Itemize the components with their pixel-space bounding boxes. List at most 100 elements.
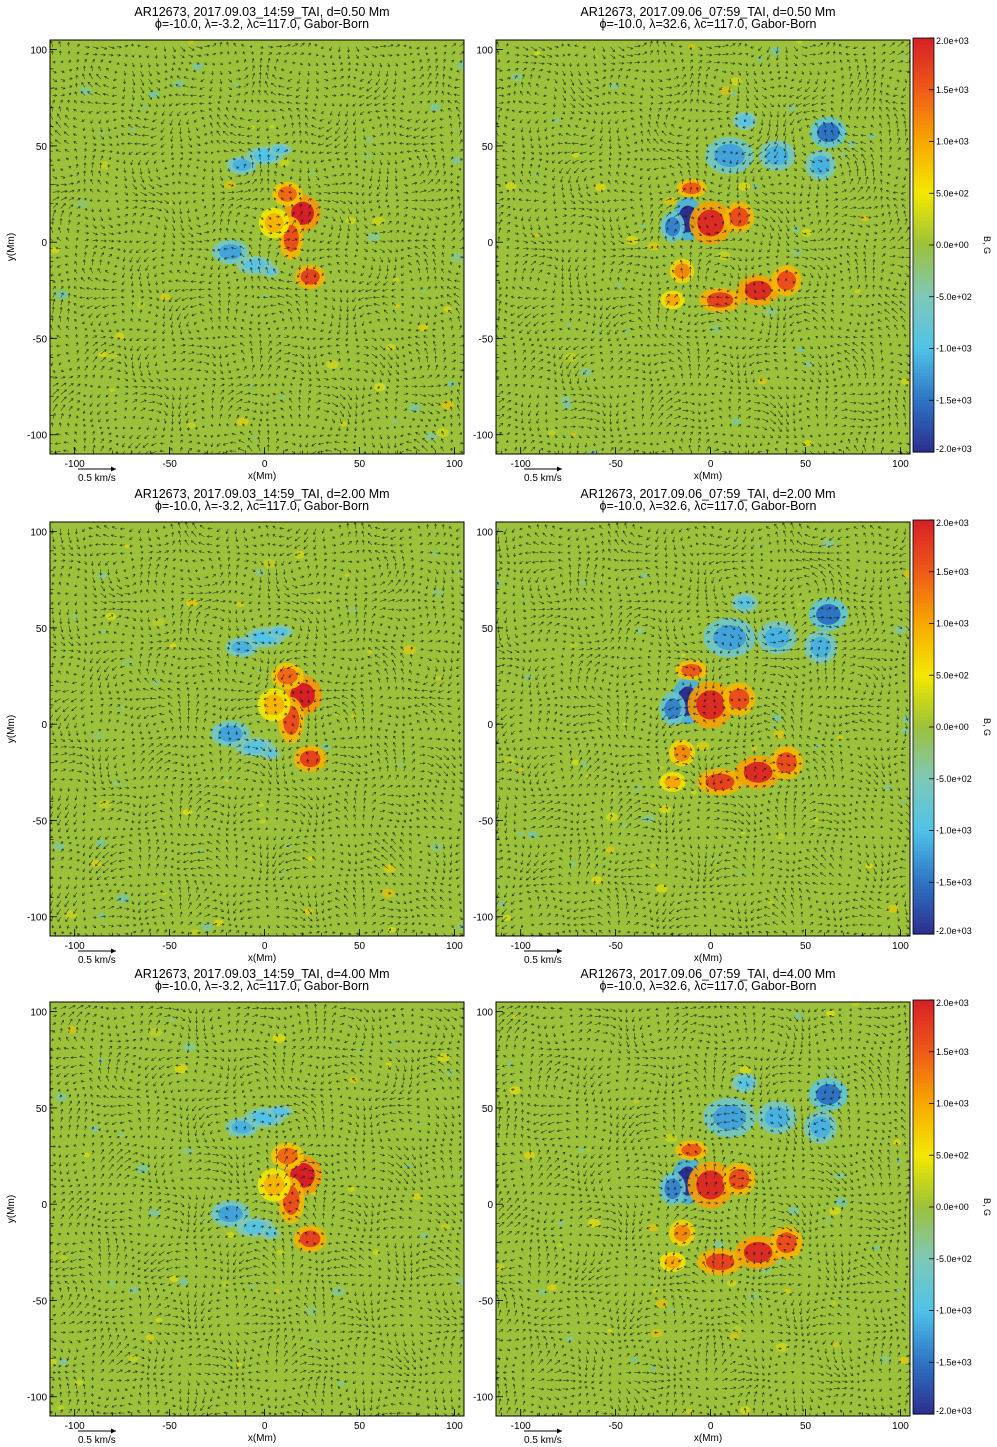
quiet-patch xyxy=(740,831,746,835)
colorbar-cell xyxy=(913,1362,934,1367)
quiet-patch xyxy=(518,767,524,772)
y-tick-label: -50 xyxy=(479,334,494,345)
quiet-patch xyxy=(76,200,89,209)
field-core xyxy=(696,690,725,720)
colorbar-tick-label: 1.0e+03 xyxy=(936,137,969,147)
colorbar-cell xyxy=(913,806,934,811)
colorbar-cell xyxy=(913,620,934,625)
field-core xyxy=(263,694,285,716)
scale-arrow-head xyxy=(557,466,562,472)
quiet-patch xyxy=(249,1284,256,1289)
colorbar-cell xyxy=(913,764,934,769)
colorbar-cell xyxy=(913,1327,934,1332)
colorbar-cell xyxy=(913,692,934,697)
colorbar-cell xyxy=(913,365,934,370)
colorbar-cell xyxy=(913,606,934,611)
colorbar-cell xyxy=(913,182,934,187)
x-tick-label: -50 xyxy=(608,1421,623,1432)
colorbar-cell xyxy=(913,158,934,163)
colorbar-cell xyxy=(913,434,934,439)
quiet-patch xyxy=(316,598,322,603)
quiet-patch xyxy=(387,926,396,933)
scale-arrow-head xyxy=(111,1428,116,1434)
field-core xyxy=(264,748,277,758)
quiet-patch xyxy=(62,652,68,656)
colorbar-cell xyxy=(913,796,934,801)
colorbar-cell xyxy=(913,293,934,298)
field-core xyxy=(272,145,288,154)
quiet-patch xyxy=(523,1151,536,1160)
quiet-patch xyxy=(729,77,742,86)
quiet-patch xyxy=(527,830,539,839)
colorbar-cell xyxy=(913,1331,934,1336)
quiet-patch xyxy=(130,127,136,132)
colorbar-cell xyxy=(913,1134,934,1139)
panel-title: AR12673, 2017.09.03_14:59_TAI, d=0.50 Mm xyxy=(134,5,389,19)
colorbar-cell xyxy=(913,1113,934,1118)
colorbar-cell xyxy=(913,151,934,156)
x-tick-label: 100 xyxy=(892,459,909,470)
y-tick-label: 100 xyxy=(30,46,47,57)
quiet-patch xyxy=(420,1232,430,1240)
colorbar-cell xyxy=(913,179,934,184)
y-tick-label: 0 xyxy=(487,238,493,249)
colorbar-cell xyxy=(913,878,934,883)
quiet-patch xyxy=(796,40,803,44)
panel-subtitle: ϕ=-10.0, λ=32.6, λc=117.0, Gabor-Born xyxy=(600,17,817,31)
quiet-patch xyxy=(187,810,193,814)
quiet-patch xyxy=(337,1380,345,1386)
quiet-patch xyxy=(900,800,905,804)
field-core xyxy=(811,155,831,175)
quiet-patch xyxy=(879,1355,891,1364)
colorbar-tick-label: 0.0e+00 xyxy=(936,1202,969,1212)
colorbar-cell xyxy=(913,48,934,53)
x-tick-label: -50 xyxy=(608,459,623,470)
colorbar-cell xyxy=(913,820,934,825)
field-core xyxy=(713,625,746,651)
colorbar-cell xyxy=(913,38,934,43)
colorbar-cell xyxy=(913,389,934,394)
panel-6: -100 -50 0 50 100 -100 -50 0 50 100 x(Mm) 0.5 km/s A… xyxy=(473,967,911,1446)
scale-arrow-label: 0.5 km/s xyxy=(78,473,116,484)
colorbar-cell xyxy=(913,1213,934,1218)
quiet-patch xyxy=(393,277,400,282)
quiet-patch xyxy=(791,248,803,257)
quiet-patch xyxy=(622,722,627,726)
colorbar-cell xyxy=(913,176,934,181)
colorbar-cell xyxy=(913,1224,934,1229)
quiet-patch xyxy=(605,846,615,853)
panel-subtitle: ϕ=-10.0, λ=-3.2, λc=117.0, Gabor-Born xyxy=(155,17,369,31)
colorbar-cell xyxy=(913,633,934,638)
colorbar-cell xyxy=(913,630,934,635)
colorbar-cell xyxy=(913,526,934,531)
colorbar-cell xyxy=(913,751,934,756)
colorbar-tick-label: -1.5e+03 xyxy=(936,395,972,405)
colorbar-cell xyxy=(913,117,934,122)
colorbar-cell xyxy=(913,1072,934,1077)
colorbar-cell xyxy=(913,1251,934,1256)
quiet-patch xyxy=(366,232,381,242)
colorbar-cell xyxy=(913,644,934,649)
y-tick-label: -100 xyxy=(473,1393,493,1404)
quiet-patch xyxy=(455,1277,464,1287)
colorbar-cell xyxy=(913,613,934,618)
colorbar-cell xyxy=(913,431,934,436)
colorbar-cell xyxy=(913,248,934,253)
colorbar-cell xyxy=(913,520,934,525)
quiet-patch xyxy=(391,1042,396,1046)
colorbar-cell xyxy=(913,689,934,694)
quiet-patch xyxy=(833,1342,841,1348)
quiet-patch xyxy=(457,61,464,70)
colorbar-cell xyxy=(913,320,934,325)
colorbar-cell xyxy=(913,754,934,759)
colorbar-cell xyxy=(913,241,934,246)
colorbar-tick-label: 5.0e+02 xyxy=(936,188,969,198)
colorbar-cell xyxy=(913,51,934,56)
colorbar-cell xyxy=(913,1276,934,1281)
quiet-patch xyxy=(639,572,649,579)
x-tick-label: 50 xyxy=(800,1421,812,1432)
quiet-patch xyxy=(813,818,820,822)
colorbar-cell xyxy=(913,716,934,721)
quiet-patch xyxy=(893,1139,902,1146)
colorbar-tick-label: 1.0e+03 xyxy=(936,1099,969,1109)
